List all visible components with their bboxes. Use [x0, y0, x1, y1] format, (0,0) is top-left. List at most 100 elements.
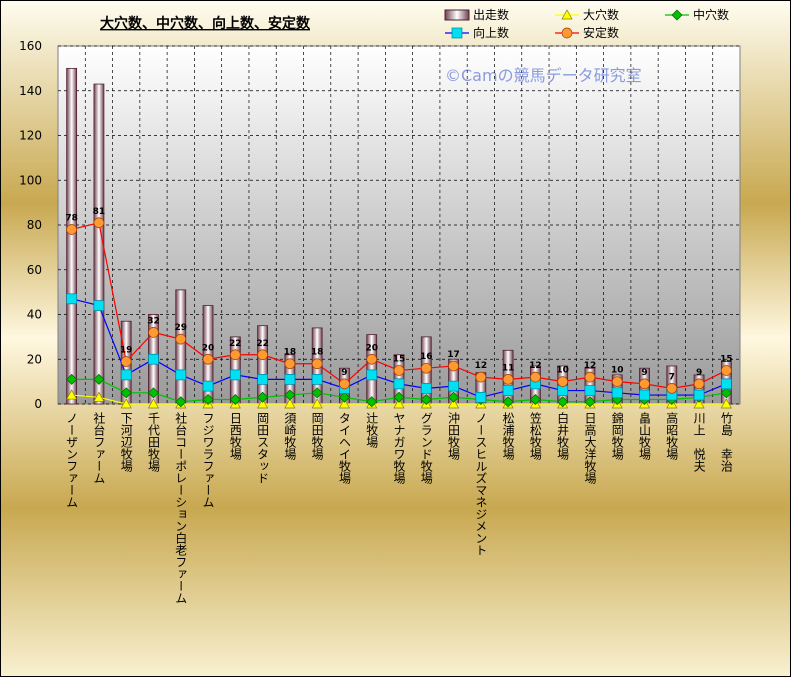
y-tick-label: 40 — [27, 308, 42, 322]
x-tick-label: 辻牧場 — [365, 412, 379, 449]
x-tick-label: 笠松牧場 — [528, 411, 542, 461]
x-tick-label: 社台ファーム — [92, 411, 106, 484]
data-label: 10 — [611, 366, 624, 376]
marker — [202, 380, 214, 392]
x-tick-label: 錦岡牧場 — [610, 411, 624, 461]
marker — [448, 360, 459, 372]
data-label: 10 — [556, 366, 569, 376]
marker — [257, 349, 268, 361]
marker — [257, 391, 269, 403]
marker — [502, 374, 514, 385]
marker — [120, 398, 132, 409]
x-tick-label: ノースヒルズマネジメント — [474, 412, 488, 556]
x-tick-label: 竹島 幸治 — [719, 412, 733, 472]
data-label: 20 — [365, 343, 378, 353]
marker — [93, 373, 105, 385]
marker — [639, 389, 650, 401]
watermark: ©Camの競馬データ研究室 — [445, 66, 642, 85]
data-label: 17 — [447, 350, 460, 360]
data-label: 78 — [65, 213, 78, 223]
marker — [257, 398, 269, 409]
x-tick-label: 岡田牧場 — [310, 412, 324, 461]
x-tick-label: 日西牧場 — [228, 412, 242, 461]
marker — [148, 353, 159, 365]
marker — [420, 382, 432, 394]
marker — [147, 387, 159, 399]
x-tick-label: 日高大洋牧場 — [583, 412, 597, 485]
data-label: 15 — [720, 354, 733, 364]
marker — [721, 365, 732, 376]
legend-swatch — [444, 9, 470, 21]
x-tick-label: グランド牧場 — [419, 412, 433, 485]
marker — [147, 398, 160, 409]
marker — [529, 394, 541, 406]
marker — [720, 387, 732, 399]
marker — [502, 396, 514, 408]
marker — [66, 293, 77, 305]
marker — [448, 391, 460, 403]
legend-label: 中穴数 — [693, 7, 729, 22]
marker — [202, 353, 214, 365]
data-label: 81 — [93, 207, 106, 217]
marker — [66, 224, 77, 235]
y-tick-label: 160 — [19, 39, 42, 53]
bar — [93, 83, 105, 405]
marker — [366, 353, 378, 365]
marker — [611, 387, 623, 399]
marker — [393, 391, 405, 403]
marker — [420, 394, 432, 406]
data-label: 7 — [669, 372, 675, 382]
legend-label: 出走数 — [473, 7, 509, 22]
marker — [229, 394, 241, 406]
x-tick-label: 白井牧場 — [556, 411, 570, 461]
marker — [66, 373, 78, 385]
legend-label: 向上数 — [473, 25, 509, 40]
marker — [93, 217, 105, 229]
marker — [720, 398, 732, 409]
marker — [366, 396, 378, 408]
marker — [693, 378, 705, 390]
marker — [557, 396, 569, 408]
x-tick-label: 千代田牧場 — [146, 412, 160, 473]
data-label: 16 — [420, 352, 433, 362]
marker — [148, 327, 159, 338]
bar — [175, 289, 187, 405]
x-tick-label: フジワラファーム — [201, 412, 215, 508]
marker — [561, 9, 573, 20]
marker — [229, 369, 241, 381]
data-label: 22 — [229, 339, 242, 349]
x-tick-label: 畠山牧場 — [638, 411, 652, 461]
x-tick-label: 高昭牧場 — [665, 411, 679, 461]
data-label: 18 — [311, 348, 324, 358]
marker — [721, 378, 732, 390]
marker — [671, 9, 683, 21]
x-tick-label: 岡田スタッド — [256, 412, 270, 484]
marker — [93, 391, 105, 402]
data-label: 22 — [256, 339, 269, 349]
marker — [530, 371, 541, 383]
x-tick-label: 下河辺牧場 — [119, 412, 133, 473]
data-label: 9 — [341, 368, 347, 378]
data-label: 15 — [393, 354, 406, 364]
marker — [66, 389, 78, 400]
marker — [284, 374, 296, 385]
y-tick-label: 80 — [27, 218, 42, 232]
data-label: 12 — [529, 361, 542, 371]
chart-title: 大穴数、中穴数、向上数、安定数 — [100, 15, 311, 32]
marker — [175, 333, 187, 345]
marker — [175, 369, 187, 381]
data-label: 18 — [284, 348, 297, 358]
data-label: 32 — [147, 316, 160, 326]
plot-area — [57, 45, 741, 405]
marker — [557, 385, 569, 396]
marker — [120, 387, 132, 399]
marker — [284, 389, 296, 401]
marker — [693, 389, 705, 401]
marker — [584, 385, 596, 396]
y-tick-label: 60 — [27, 263, 42, 277]
marker — [284, 398, 296, 409]
data-label: 20 — [202, 343, 215, 353]
marker — [284, 358, 296, 370]
y-tick-label: 140 — [19, 84, 42, 98]
